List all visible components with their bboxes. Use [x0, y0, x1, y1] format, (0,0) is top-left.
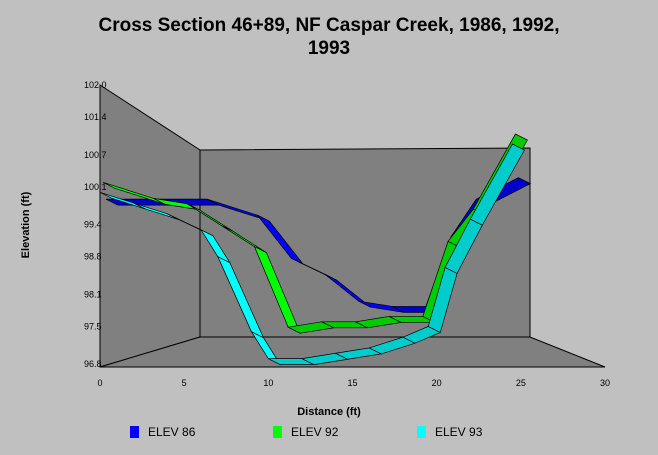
y-tick-label: 96.8 [84, 359, 102, 369]
x-tick-label: 15 [347, 378, 357, 388]
x-tick-label: 25 [516, 378, 526, 388]
x-tick-label: 0 [97, 378, 102, 388]
left-wall [99, 84, 201, 368]
ribbon-segment [469, 143, 525, 226]
y-tick-label: 98.8 [84, 252, 102, 262]
x-tick-label: 20 [432, 378, 442, 388]
y-axis-label: Elevation (ft) [20, 191, 32, 259]
x-axis-label: Distance (ft) [297, 406, 361, 418]
y-tick-label: 102.0 [84, 80, 107, 90]
x-tick-label: 30 [600, 378, 610, 388]
legend-label: ELEV 86 [148, 425, 196, 439]
x-tick-label: 10 [263, 378, 273, 388]
y-tick-label: 100.1 [84, 182, 107, 192]
y-tick-label: 98.1 [84, 289, 102, 299]
legend-label: ELEV 92 [291, 425, 339, 439]
series-elev-93 [99, 143, 525, 366]
legend-swatch [417, 426, 426, 438]
y-tick-label: 101.4 [84, 112, 107, 122]
chart-title: Cross Section 46+89, NF Caspar Creek, 19… [98, 15, 560, 59]
legend-swatch [130, 426, 139, 438]
legend-item: ELEV 86 [130, 425, 195, 439]
legend-label: ELEV 93 [435, 425, 483, 439]
x-tick-label: 5 [182, 378, 187, 388]
legend-item: ELEV 92 [273, 425, 338, 439]
y-tick-label: 100.7 [84, 150, 107, 160]
y-tick-label: 97.5 [84, 321, 102, 331]
legend-swatch [273, 426, 282, 438]
y-tick-label: 99.4 [84, 220, 102, 230]
legend-item: ELEV 93 [417, 425, 482, 439]
